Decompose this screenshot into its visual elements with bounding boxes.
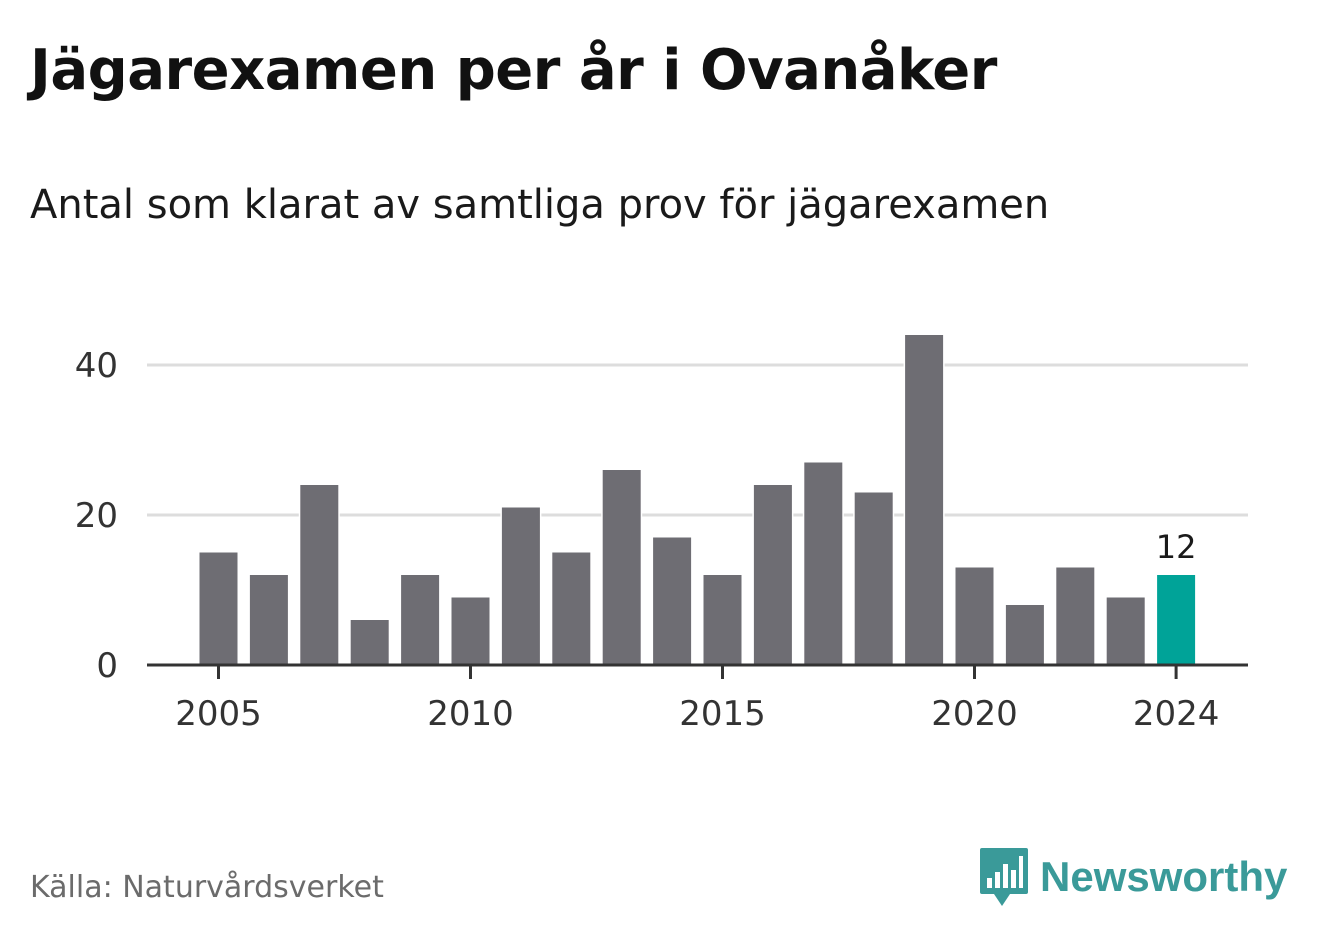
source-note: Källa: Naturvårdsverket bbox=[30, 870, 384, 905]
x-tick-label: 2015 bbox=[679, 694, 766, 734]
bar-2013 bbox=[601, 468, 643, 667]
y-tick-label: 40 bbox=[75, 346, 118, 386]
x-tick-label: 2024 bbox=[1133, 694, 1220, 734]
bar-2005 bbox=[198, 551, 239, 667]
bar-2023 bbox=[1105, 596, 1147, 667]
chart-title: Jägarexamen per år i Ovanåker bbox=[30, 38, 997, 103]
bar-2014 bbox=[651, 536, 693, 667]
chart-subtitle: Antal som klarat av samtliga prov för jä… bbox=[30, 182, 1050, 228]
bar-2020 bbox=[954, 566, 995, 667]
bar-2010 bbox=[450, 596, 491, 667]
bar-2009 bbox=[399, 573, 441, 667]
axes: 0 20 40 2005 2010 2015 2020 2024 bbox=[75, 346, 1248, 734]
brand-name: Newsworthy bbox=[1040, 853, 1288, 900]
bar-2007 bbox=[298, 483, 340, 667]
x-tick-label: 2020 bbox=[931, 694, 1018, 734]
y-tick-label: 0 bbox=[96, 646, 118, 686]
x-tick-label: 2010 bbox=[427, 694, 514, 734]
bar-2022 bbox=[1054, 566, 1096, 667]
bar-2019 bbox=[903, 333, 945, 667]
data-label: 12 bbox=[1156, 528, 1197, 566]
bar-2021 bbox=[1004, 603, 1046, 667]
bar-2015 bbox=[702, 573, 743, 667]
x-tick-label: 2005 bbox=[175, 694, 262, 734]
bar-2018 bbox=[853, 491, 895, 667]
bar-2006 bbox=[248, 573, 290, 667]
y-tick-label: 20 bbox=[75, 496, 118, 536]
bar-2008 bbox=[349, 618, 391, 667]
bar-2024 bbox=[1155, 573, 1197, 667]
bar-2016 bbox=[752, 483, 794, 667]
brand-logo: Newsworthy bbox=[980, 848, 1287, 906]
bar-2011 bbox=[500, 506, 542, 667]
bars: 12 bbox=[198, 333, 1197, 667]
bar-2012 bbox=[550, 551, 592, 667]
bar-chart-speech-bubble-icon bbox=[980, 848, 1028, 906]
bar-2017 bbox=[802, 461, 844, 667]
